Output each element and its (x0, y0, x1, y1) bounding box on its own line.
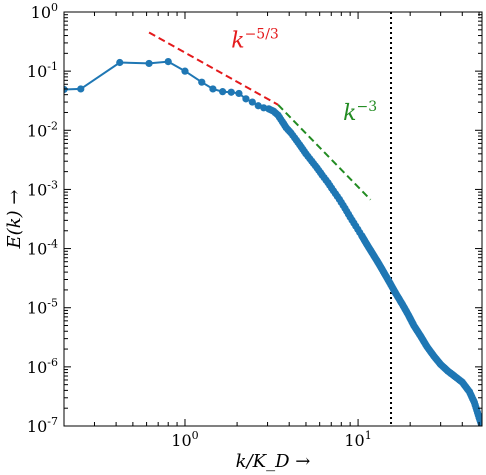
plot-area (64, 12, 482, 426)
axis-ticks: 100 101 100 10-1 10-2 10-3 10-4 10-5 10-6 10-7 (27, 1, 482, 450)
reference-labels: k−5/3 k−3 (231, 27, 377, 126)
data-point (145, 59, 153, 68)
y-tick-label: 10-5 (27, 297, 58, 318)
x-tick-label: 100 (171, 429, 198, 450)
series-line-1 (64, 60, 482, 426)
data-point (254, 102, 262, 110)
data-point (242, 95, 250, 103)
data-point (64, 85, 68, 94)
series-points-1 (64, 57, 482, 426)
y-tick-label: 10-1 (27, 60, 58, 81)
data-point (77, 85, 85, 93)
data-point (116, 58, 124, 67)
y-tick-label: 10-3 (27, 178, 58, 199)
y-tick-label: 10-7 (27, 415, 58, 436)
reference-label-2: k−3 (343, 99, 377, 126)
y-tick-label: 100 (31, 1, 58, 22)
axes-frame (63, 11, 483, 427)
reference-label-1: k−5/3 (231, 27, 279, 54)
data-point (209, 85, 217, 93)
data-point (164, 57, 172, 66)
y-tick-label: 10-4 (27, 238, 58, 259)
data-point (248, 98, 256, 106)
data-point (181, 67, 189, 75)
data-point (235, 89, 243, 98)
x-tick-label: 101 (344, 429, 371, 450)
reference-line-2 (277, 104, 372, 201)
reference-line-1 (148, 31, 279, 106)
data-point (198, 78, 206, 86)
y-axis-label: E(k) → (4, 190, 25, 250)
x-axis-label: k/K_D → (236, 451, 311, 472)
y-tick-label: 10-2 (27, 119, 58, 140)
y-tick-label: 10-6 (27, 356, 58, 377)
data-point (227, 88, 235, 96)
data-point (219, 88, 227, 96)
